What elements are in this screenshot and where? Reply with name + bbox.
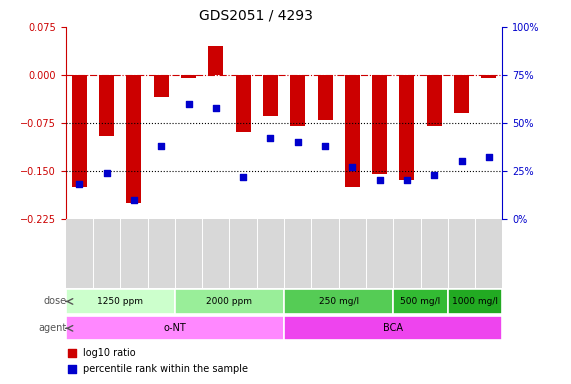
Point bbox=[320, 143, 329, 149]
Bar bbox=[448, 290, 502, 313]
Bar bbox=[126, 75, 142, 203]
Text: log10 ratio: log10 ratio bbox=[83, 348, 136, 358]
Text: 250 mg/l: 250 mg/l bbox=[319, 297, 359, 306]
Text: percentile rank within the sample: percentile rank within the sample bbox=[83, 364, 248, 374]
Text: 1250 ppm: 1250 ppm bbox=[97, 297, 143, 306]
Text: BCA: BCA bbox=[383, 323, 403, 333]
Bar bbox=[481, 75, 496, 78]
Bar bbox=[284, 290, 393, 313]
Bar bbox=[284, 316, 502, 340]
Point bbox=[75, 181, 84, 187]
Point bbox=[67, 366, 77, 372]
Bar bbox=[317, 75, 332, 120]
Bar bbox=[208, 46, 223, 75]
Bar bbox=[99, 75, 114, 136]
Bar bbox=[66, 316, 284, 340]
Bar bbox=[263, 75, 278, 116]
Text: dose: dose bbox=[43, 296, 66, 306]
Text: GDS2051 / 4293: GDS2051 / 4293 bbox=[199, 8, 312, 22]
Text: agent: agent bbox=[38, 323, 66, 333]
Bar bbox=[175, 290, 284, 313]
Point bbox=[348, 164, 357, 170]
Bar bbox=[236, 75, 251, 132]
Bar bbox=[345, 75, 360, 187]
Point bbox=[156, 143, 166, 149]
Bar bbox=[393, 290, 448, 313]
Bar bbox=[66, 290, 175, 313]
Point bbox=[67, 349, 77, 356]
Point bbox=[266, 135, 275, 141]
Bar bbox=[290, 75, 305, 126]
Point bbox=[130, 197, 139, 203]
Text: o-NT: o-NT bbox=[163, 323, 186, 333]
Point bbox=[403, 177, 412, 184]
Text: 1000 mg/l: 1000 mg/l bbox=[452, 297, 498, 306]
Point bbox=[211, 104, 220, 111]
Point bbox=[484, 154, 493, 161]
Bar bbox=[72, 75, 87, 187]
Bar bbox=[181, 75, 196, 78]
Point bbox=[429, 172, 439, 178]
Point bbox=[293, 139, 302, 145]
Bar bbox=[154, 75, 168, 97]
Point bbox=[102, 170, 111, 176]
Text: 500 mg/l: 500 mg/l bbox=[400, 297, 441, 306]
Point bbox=[457, 158, 466, 164]
Bar bbox=[454, 75, 469, 113]
Point bbox=[375, 177, 384, 184]
Point bbox=[239, 174, 248, 180]
Bar bbox=[427, 75, 442, 126]
Point bbox=[184, 101, 193, 107]
Bar bbox=[400, 75, 415, 180]
Text: 2000 ppm: 2000 ppm bbox=[207, 297, 252, 306]
Bar bbox=[372, 75, 387, 174]
